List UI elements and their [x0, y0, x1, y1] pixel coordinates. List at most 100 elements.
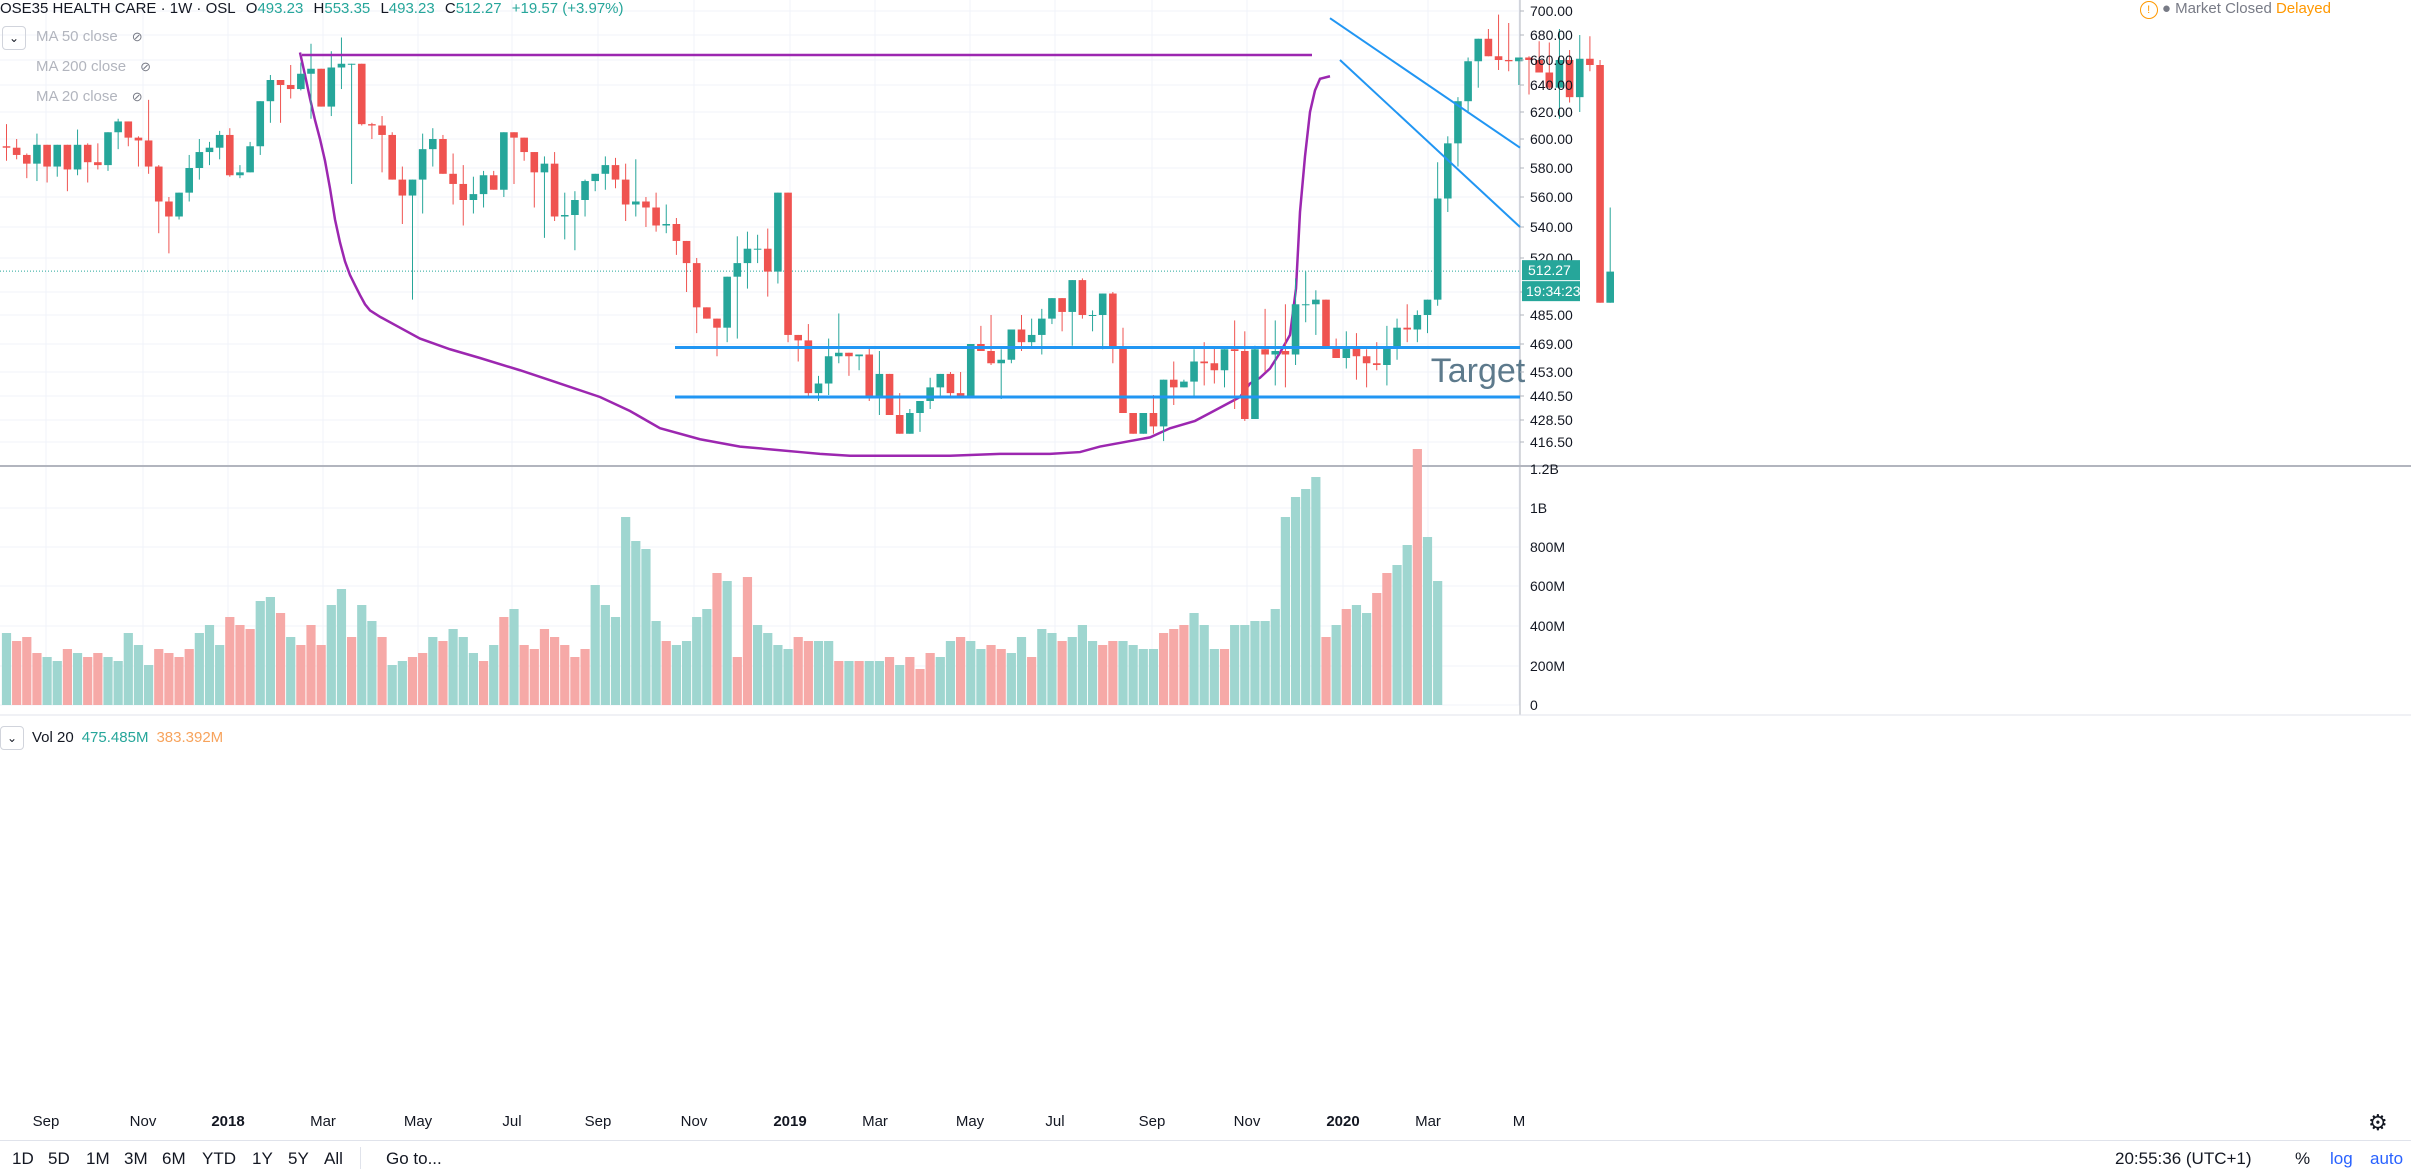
candle-body	[1413, 315, 1422, 330]
percent-scale-button[interactable]: %	[2295, 1149, 2311, 1168]
eye-hidden-icon[interactable]: ⊘	[131, 89, 143, 104]
candle-body	[317, 68, 325, 107]
candle-body	[723, 276, 731, 328]
range-1m-button[interactable]: 1M	[86, 1149, 110, 1168]
high-value: 553.35	[324, 0, 371, 17]
volume-bar	[884, 657, 895, 705]
candle-body	[936, 373, 945, 388]
range-5d-button[interactable]: 5D	[48, 1149, 70, 1168]
indicator-ma200[interactable]: MA 200 close ⊘	[36, 58, 151, 75]
price-tick-label: 660.00	[1530, 52, 1573, 68]
collapse-legend-button[interactable]: ⌄	[2, 26, 26, 50]
volume-tick-label: 800M	[1530, 539, 1565, 555]
open-label: O	[245, 0, 258, 17]
price-tick-label: 580.00	[1530, 160, 1573, 176]
clock-readout[interactable]: 20:55:36 (UTC+1)	[2115, 1149, 2252, 1168]
indicator-ma50[interactable]: MA 50 close ⊘	[36, 28, 143, 45]
candle-body	[1565, 60, 1574, 98]
candle-body	[1109, 293, 1117, 348]
indicator-label: MA 20 close	[36, 88, 118, 105]
volume-bar	[164, 653, 174, 705]
candle-body	[784, 192, 792, 335]
volume-bar	[1148, 649, 1159, 705]
symbol-title[interactable]: OSE35 HEALTH CARE · 1W · OSL	[0, 0, 236, 17]
candle-body	[1515, 57, 1523, 62]
time-tick-label: 2019	[773, 1113, 806, 1130]
volume-bar	[956, 637, 966, 705]
volume-bar	[1087, 641, 1098, 705]
candle-body	[1149, 413, 1158, 427]
candle-body	[1220, 349, 1229, 371]
candle-body	[83, 144, 92, 163]
volume-bar	[895, 665, 905, 705]
volume-bar	[1392, 565, 1402, 705]
volume-bar	[641, 549, 651, 705]
candle-body	[987, 351, 995, 364]
candle-body	[581, 181, 589, 200]
volume-bar	[296, 645, 306, 705]
ohlc-high: H553.35	[314, 0, 371, 17]
range-ytd-button[interactable]: YTD	[202, 1149, 236, 1168]
candle-body	[1271, 351, 1280, 355]
settings-gear-icon[interactable]: ⚙	[2368, 1110, 2388, 1135]
candle-body	[408, 179, 417, 196]
volume-bar	[783, 649, 793, 705]
volume-tick-label: 1.2B	[1530, 461, 1559, 477]
volume-bar	[499, 617, 509, 705]
countdown-badge	[1522, 281, 1580, 302]
volume-bar	[1362, 613, 1372, 705]
eye-hidden-icon[interactable]: ⊘	[140, 59, 151, 74]
time-tick-label: Nov	[1234, 1113, 1261, 1130]
low-value: 493.23	[388, 0, 435, 17]
log-scale-button[interactable]: log	[2330, 1149, 2353, 1168]
candle-body	[398, 179, 407, 196]
warning-icon[interactable]: !	[2139, 1, 2158, 19]
range-1y-button[interactable]: 1Y	[252, 1149, 273, 1168]
volume-bar	[1067, 637, 1077, 705]
close-label: C	[444, 0, 456, 17]
goto-button[interactable]: Go to...	[386, 1149, 442, 1168]
price-tick-label: 428.50	[1530, 412, 1573, 428]
range-6m-button[interactable]: 6M	[162, 1149, 186, 1168]
volume-legend: ⌄ Vol 20 475.485M 383.392M	[0, 726, 223, 750]
range-1d-button[interactable]: 1D	[12, 1149, 34, 1168]
range-5y-button[interactable]: 5Y	[288, 1149, 309, 1168]
candle-body	[1372, 363, 1381, 365]
volume-bar	[93, 653, 103, 705]
candle-body	[246, 146, 254, 173]
candle-body	[256, 101, 265, 147]
volume-bar	[671, 645, 681, 705]
auto-scale-button[interactable]: auto	[2370, 1149, 2404, 1168]
trend-lines: Target	[302, 17, 1526, 399]
collapse-volume-button[interactable]: ⌄	[0, 726, 24, 750]
volume-bar	[550, 637, 560, 705]
candle-body	[297, 73, 305, 90]
time-tick-label: Jul	[1045, 1113, 1064, 1130]
ohlc-close: C512.27	[445, 0, 502, 17]
candle-body	[997, 359, 1005, 364]
countdown-label: 19:34:23	[1526, 283, 1581, 299]
volume-bar	[651, 621, 661, 705]
candle-body	[692, 263, 701, 308]
volume-bar	[367, 621, 377, 705]
candle-body	[175, 192, 183, 217]
volume-bar	[1179, 625, 1189, 705]
volume-bar	[1331, 625, 1341, 705]
eye-hidden-icon[interactable]: ⊘	[131, 29, 143, 44]
candle-body	[53, 144, 62, 167]
market-status: ! ● Market Closed Delayed	[2139, 0, 2331, 19]
candle-body	[682, 240, 691, 264]
range-3m-button[interactable]: 3M	[124, 1149, 148, 1168]
range-all-button[interactable]: All	[324, 1149, 343, 1168]
volume-bar	[1412, 449, 1422, 705]
candle-body	[236, 172, 244, 176]
candle-body	[733, 263, 742, 277]
volume-bar	[824, 641, 834, 705]
time-tick-label: Jul	[502, 1113, 521, 1130]
candle-body	[875, 373, 884, 397]
candle-body	[591, 173, 599, 182]
indicator-ma20[interactable]: MA 20 close ⊘	[36, 88, 143, 105]
volume-bar	[397, 661, 407, 705]
candle-body	[1444, 143, 1452, 199]
candle-body	[753, 248, 762, 250]
